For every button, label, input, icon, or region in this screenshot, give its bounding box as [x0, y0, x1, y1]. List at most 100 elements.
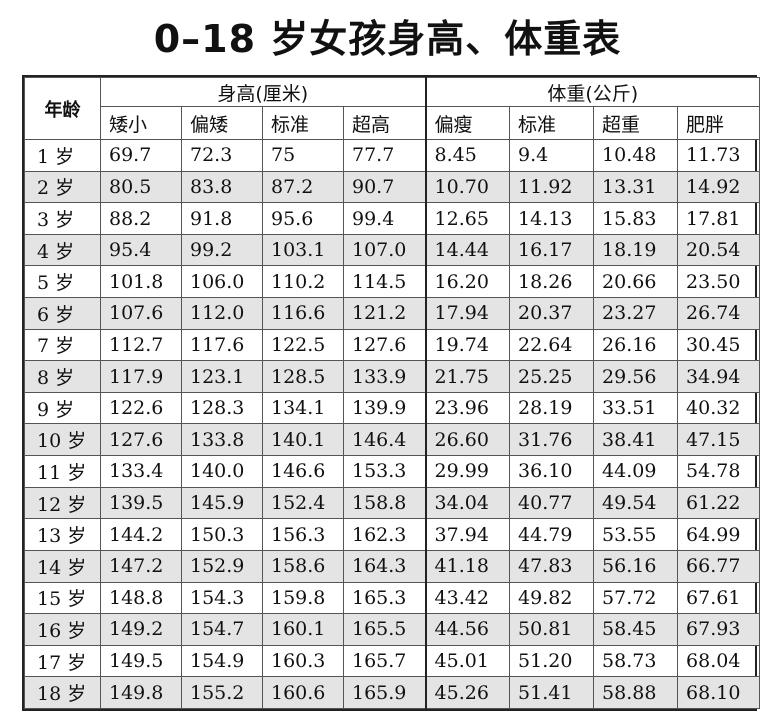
weight-cell: 29.56: [593, 360, 679, 393]
weight-cell: 14.44: [424, 233, 511, 267]
weight-cell: 14.13: [509, 202, 595, 235]
weight-cell: 33.51: [593, 391, 679, 425]
weight-cell: 44.56: [424, 613, 511, 646]
weight-cell: 10.48: [593, 139, 679, 172]
height-cell: 101.8: [100, 265, 182, 299]
weight-cell: 20.54: [677, 233, 761, 267]
height-cell: 99.4: [342, 202, 427, 235]
height-cell: 154.7: [181, 613, 263, 646]
weight-cell: 13.31: [593, 170, 679, 204]
height-cell: 133.4: [100, 455, 182, 488]
weight-cell: 11.73: [677, 139, 761, 172]
height-cell: 153.3: [342, 455, 427, 488]
weight-cell: 25.25: [509, 360, 595, 393]
height-cell: 160.6: [262, 676, 344, 709]
height-cell: 154.9: [181, 644, 263, 678]
weight-cell: 51.20: [509, 644, 595, 678]
weight-cell: 51.41: [509, 676, 595, 709]
height-col-header: 偏矮: [181, 106, 263, 140]
table-row: 1 岁 69.7 72.3 75 77.7 8.45 9.4 10.48 11.73: [24, 139, 761, 172]
height-cell: 152.9: [181, 549, 263, 583]
weight-cell: 19.74: [424, 328, 511, 362]
age-cell: 5 岁: [24, 265, 101, 299]
height-cell: 160.1: [262, 613, 344, 646]
weight-cell: 23.50: [677, 265, 761, 299]
weight-cell: 23.27: [593, 297, 679, 330]
table-row: 10 岁 127.6 133.8 140.1 146.4 26.60 31.76 38.41 4…: [24, 423, 761, 457]
weight-cell: 23.96: [424, 391, 511, 425]
weight-cell: 26.16: [593, 328, 679, 362]
height-cell: 112.0: [181, 297, 263, 330]
table-row: 7 岁 112.7 117.6 122.5 127.6 19.74 22.64 26.16 30…: [24, 328, 761, 362]
weight-cell: 18.19: [593, 233, 679, 267]
height-cell: 107.0: [342, 233, 427, 267]
weight-cell: 47.83: [509, 549, 595, 583]
height-cell: 127.6: [342, 328, 427, 362]
height-cell: 165.3: [342, 581, 427, 615]
height-cell: 122.5: [262, 328, 344, 362]
weight-cell: 58.88: [593, 676, 679, 709]
weight-cell: 47.15: [677, 423, 761, 457]
weight-cell: 26.60: [424, 423, 511, 457]
weight-cell: 45.26: [424, 676, 511, 709]
weight-cell: 10.70: [424, 170, 511, 204]
weight-cell: 68.10: [677, 676, 761, 709]
height-cell: 110.2: [262, 265, 344, 299]
weight-col-header: 超重: [593, 106, 679, 140]
age-header: 年龄: [24, 77, 101, 140]
height-weight-table: 年龄 身高(厘米) 体重(公斤) 矮小 偏矮 标准 超高 偏瘦 标准 超重 肥胖 1 岁 69.…: [24, 77, 761, 709]
weight-col-header: 偏瘦: [424, 106, 511, 140]
weight-cell: 49.54: [593, 486, 679, 520]
height-cell: 116.6: [262, 297, 344, 330]
weight-col-header: 标准: [509, 106, 595, 140]
height-cell: 134.1: [262, 391, 344, 425]
height-cell: 133.8: [181, 423, 263, 457]
weight-cell: 12.65: [424, 202, 511, 235]
weight-cell: 34.94: [677, 360, 761, 393]
weight-cell: 38.41: [593, 423, 679, 457]
weight-cell: 57.72: [593, 581, 679, 615]
height-cell: 149.8: [100, 676, 182, 709]
height-cell: 139.9: [342, 391, 427, 425]
height-cell: 128.5: [262, 360, 344, 393]
age-cell: 9 岁: [24, 391, 101, 425]
table-row: 11 岁 133.4 140.0 146.6 153.3 29.99 36.10 44.09 5…: [24, 455, 761, 488]
weight-group-header: 体重(公斤): [424, 77, 761, 107]
weight-cell: 44.09: [593, 455, 679, 488]
weight-cell: 20.37: [509, 297, 595, 330]
height-group-header: 身高(厘米): [99, 77, 427, 107]
weight-cell: 49.82: [509, 581, 595, 615]
age-cell: 8 岁: [24, 360, 101, 393]
height-cell: 165.7: [342, 644, 427, 678]
height-cell: 148.8: [100, 581, 182, 615]
age-cell: 18 岁: [24, 676, 101, 709]
height-cell: 123.1: [181, 360, 263, 393]
weight-cell: 68.04: [677, 644, 761, 678]
weight-cell: 54.78: [677, 455, 761, 488]
height-cell: 149.2: [100, 613, 182, 646]
height-cell: 106.0: [181, 265, 263, 299]
table-row: 9 岁 122.6 128.3 134.1 139.9 23.96 28.19 33.51 40…: [24, 391, 761, 425]
height-cell: 121.2: [342, 297, 427, 330]
height-cell: 146.4: [342, 423, 427, 457]
weight-cell: 17.94: [424, 297, 511, 330]
height-cell: 122.6: [100, 391, 182, 425]
weight-cell: 53.55: [593, 518, 679, 551]
table-row: 17 岁 149.5 154.9 160.3 165.7 45.01 51.20 58.73 6…: [24, 644, 761, 678]
weight-cell: 15.83: [593, 202, 679, 235]
height-cell: 117.9: [100, 360, 182, 393]
height-cell: 158.8: [342, 486, 427, 520]
weight-cell: 31.76: [509, 423, 595, 457]
height-cell: 152.4: [262, 486, 344, 520]
height-col-header: 超高: [342, 106, 427, 140]
weight-cell: 16.20: [424, 265, 511, 299]
height-cell: 133.9: [342, 360, 427, 393]
height-cell: 156.3: [262, 518, 344, 551]
age-cell: 12 岁: [24, 486, 101, 520]
height-cell: 145.9: [181, 486, 263, 520]
weight-cell: 66.77: [677, 549, 761, 583]
page-title: 0–18 岁女孩身高、体重表: [153, 17, 622, 61]
weight-cell: 14.92: [677, 170, 761, 204]
weight-cell: 45.01: [424, 644, 511, 678]
height-cell: 95.6: [262, 202, 344, 235]
